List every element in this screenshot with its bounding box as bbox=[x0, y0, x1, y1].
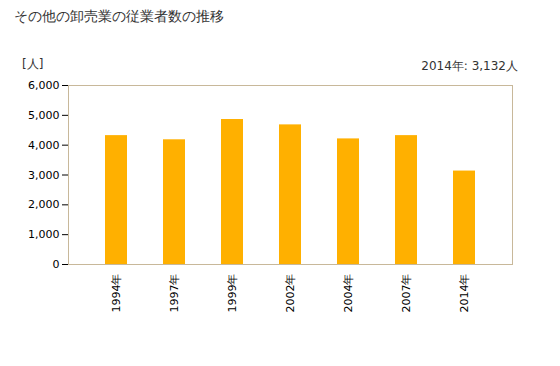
svg-text:2002年: 2002年 bbox=[284, 274, 297, 313]
svg-text:2004年: 2004年 bbox=[342, 274, 355, 313]
svg-text:1,000: 1,000 bbox=[28, 228, 60, 241]
svg-text:2007年: 2007年 bbox=[400, 274, 413, 313]
svg-text:1997年: 1997年 bbox=[168, 274, 181, 313]
svg-text:6,000: 6,000 bbox=[28, 79, 60, 92]
html-text:その他の卸売業の従業者数の推移: その他の卸売業の従業者数の推移 bbox=[14, 8, 224, 24]
svg-text:3,000: 3,000 bbox=[28, 169, 60, 182]
html-text:[人]: [人] bbox=[22, 57, 44, 71]
svg-text:1994年: 1994年 bbox=[110, 274, 123, 313]
svg-text:2014年: 2014年 bbox=[458, 274, 471, 313]
svg-text:2,000: 2,000 bbox=[28, 198, 60, 211]
svg-text:0: 0 bbox=[53, 258, 60, 271]
html-text:2014年: 3,132人: 2014年: 3,132人 bbox=[421, 59, 518, 73]
svg-text:1999年: 1999年 bbox=[226, 274, 239, 313]
svg-text:5,000: 5,000 bbox=[28, 109, 60, 122]
svg-text:4,000: 4,000 bbox=[28, 139, 60, 152]
